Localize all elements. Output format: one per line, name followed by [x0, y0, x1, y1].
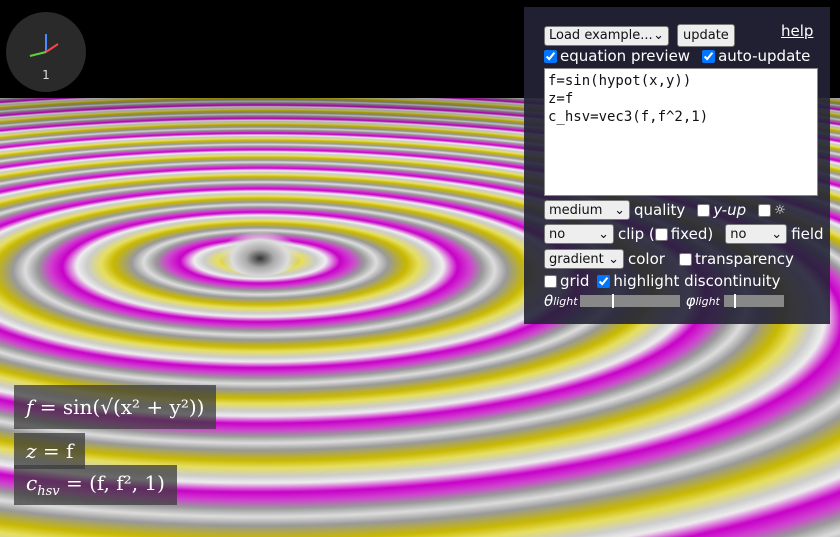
color-select[interactable]: gradient ⌄	[544, 249, 624, 269]
label: equation preview	[560, 47, 691, 65]
code-editor[interactable]: f=sin(hypot(x,y)) z=f c_hsv=vec3(f,f^2,1…	[544, 68, 818, 196]
label: clip (	[618, 225, 655, 243]
equation: chsv = (f, f², 1)	[14, 465, 177, 505]
button-text: update	[683, 28, 729, 43]
label: θ	[544, 292, 554, 310]
label: y-up	[713, 201, 747, 219]
label: field	[791, 225, 824, 243]
select-text: no	[730, 226, 747, 242]
slider[interactable]	[723, 294, 784, 308]
label: color	[628, 250, 665, 268]
checkbox[interactable]	[544, 49, 557, 63]
select-text: gradient	[549, 251, 604, 267]
label: transparency	[694, 250, 794, 268]
axis-label: 1	[42, 68, 50, 82]
checkbox[interactable]	[678, 252, 692, 266]
help-link[interactable]: help	[781, 22, 814, 40]
surface-peak	[220, 232, 300, 276]
label: φ	[685, 292, 696, 310]
eq-lhs: z	[26, 439, 37, 463]
label: highlight discontinuity	[613, 272, 781, 290]
label: light	[553, 294, 578, 308]
label: ☼	[774, 202, 786, 218]
slider[interactable]	[579, 294, 680, 308]
checkbox[interactable]	[654, 227, 668, 241]
code-line: f=sin(hypot(x,y))	[548, 73, 692, 89]
label: auto-update	[718, 47, 811, 65]
select-text: medium	[549, 202, 603, 218]
axis-widget[interactable]: 1	[6, 12, 86, 92]
select-text: no	[549, 226, 566, 242]
checkbox[interactable]	[597, 274, 611, 288]
code-line: c_hsv=vec3(f,f^2,1)	[548, 109, 709, 125]
clip-select[interactable]: no ⌄	[544, 224, 614, 244]
checkbox[interactable]	[544, 274, 557, 288]
field-select[interactable]: no ⌄	[725, 224, 788, 244]
eq-rhs: = sin(√(x² + y²))	[39, 395, 205, 419]
label: quality	[634, 201, 686, 219]
equation: f = sin(√(x² + y²))	[14, 385, 217, 429]
eq-rhs: = (f, f², 1)	[65, 471, 165, 495]
label: light	[695, 294, 720, 308]
eq-lhs: f	[26, 395, 34, 419]
label: fixed)	[670, 225, 714, 243]
checkbox[interactable]	[697, 203, 711, 217]
eq-sub: hsv	[37, 484, 60, 499]
axis-icon	[29, 34, 59, 57]
label: grid	[560, 272, 590, 290]
checkbox[interactable]	[758, 203, 772, 217]
code-line: z=f	[548, 91, 574, 107]
control-panel: Load example... ⌄ update help equation pr…	[524, 7, 830, 324]
eq-rhs: = f	[42, 439, 74, 463]
update-button[interactable]: update	[677, 24, 735, 47]
quality-select[interactable]: medium ⌄	[544, 200, 630, 220]
eq-lhs: c	[26, 471, 38, 495]
example-select[interactable]: Load example... ⌄	[544, 25, 669, 46]
equation: z = f	[14, 433, 86, 469]
select-text: Load example...	[549, 28, 653, 43]
checkbox[interactable]	[702, 49, 716, 63]
